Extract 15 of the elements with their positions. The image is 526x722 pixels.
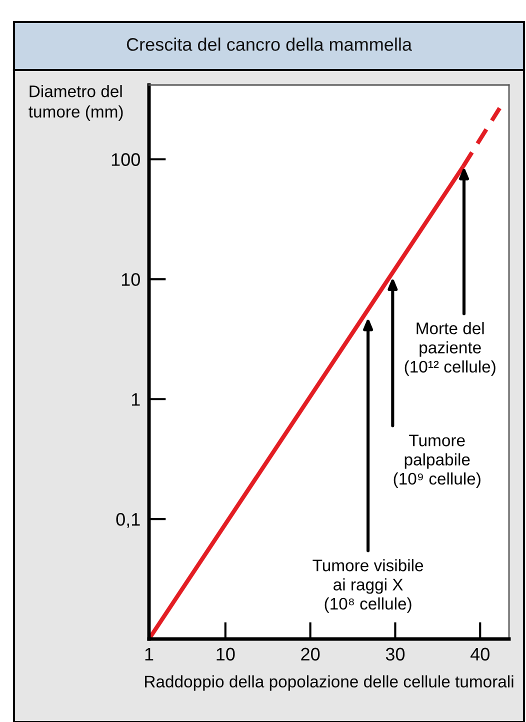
- x-tick-label: 1: [145, 648, 154, 660]
- x-axis-title: Raddoppio della popolazione delle cellule tumorali: [145, 675, 514, 691]
- y-tick-label: 10: [122, 273, 140, 286]
- annotation: Tumore visibile ai raggi X (10⁸ cellule): [312, 559, 424, 613]
- y-axis-title: Diametro del tumore (mm): [28, 85, 123, 121]
- x-tick-label: 40: [470, 648, 490, 661]
- x-tick-label: 20: [301, 648, 320, 661]
- annotation: Morte del paziente (10¹² cellule): [404, 322, 496, 376]
- annotation: Tumore palpabile (10⁹ cellule): [394, 434, 480, 488]
- x-tick-label: 30: [386, 648, 405, 661]
- x-tick-label: 10: [216, 648, 235, 661]
- y-tick-label: 100: [112, 153, 140, 166]
- y-tick-label: 1: [132, 393, 140, 406]
- chart-title: Crescita del cancro della mammella: [126, 38, 412, 51]
- y-tick-label: 0,1: [116, 512, 140, 528]
